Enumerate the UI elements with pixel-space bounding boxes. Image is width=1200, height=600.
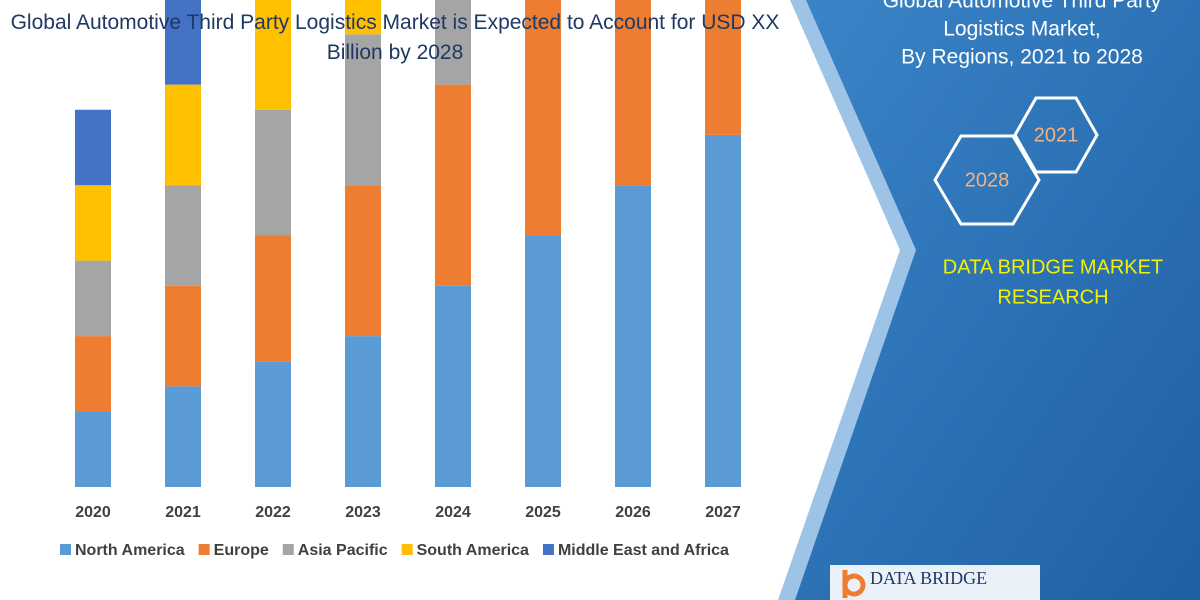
bar-segment xyxy=(165,185,201,286)
hexagon xyxy=(933,134,1041,226)
bar-segment xyxy=(165,285,201,387)
x-tick-label: 2023 xyxy=(345,504,381,521)
bar-segment xyxy=(345,336,381,487)
bar-segment xyxy=(75,185,111,261)
bar-segment xyxy=(165,84,201,186)
side-panel xyxy=(795,0,1200,600)
bar-segment xyxy=(255,361,291,487)
x-tick-label: 2021 xyxy=(165,504,201,521)
legend-label: Europe xyxy=(214,542,269,559)
bar-segment xyxy=(705,0,741,135)
bar-segment xyxy=(75,411,111,487)
x-tick-label: 2022 xyxy=(255,504,291,521)
bar-segment xyxy=(525,0,561,236)
bar-segment xyxy=(75,260,111,337)
brand-text: DATA BRIDGE MARKET xyxy=(943,256,1163,278)
legend-swatch xyxy=(401,544,413,555)
bar-segment xyxy=(615,185,651,487)
bar-segment xyxy=(255,235,291,362)
bar-segment xyxy=(255,109,291,236)
x-tick-label: 2025 xyxy=(525,504,561,521)
logo-text: DATA BRIDGE xyxy=(870,568,987,588)
bar-segment xyxy=(435,84,471,286)
legend-swatch xyxy=(542,544,554,555)
panel-title: By Regions, 2021 to 2028 xyxy=(901,46,1143,69)
bar-segment xyxy=(435,285,471,487)
x-tick-label: 2020 xyxy=(75,504,111,521)
brand-text: RESEARCH xyxy=(997,286,1108,308)
legend-swatch xyxy=(282,544,294,555)
bar-segment xyxy=(615,0,651,186)
chart-title: Global Automotive Third Party Logistics … xyxy=(10,11,780,64)
legend-swatch xyxy=(60,544,71,555)
bar-segment xyxy=(75,336,111,412)
bar-segment xyxy=(75,109,111,186)
hexagon xyxy=(1013,96,1099,174)
legend-label: Asia Pacific xyxy=(298,542,388,559)
bar-segment xyxy=(255,0,291,110)
legend-label: Middle East and Africa xyxy=(558,542,729,559)
x-tick-label: 2027 xyxy=(705,504,741,521)
legend-swatch xyxy=(198,544,210,555)
legend-label: North America xyxy=(75,542,185,559)
bar-segment xyxy=(345,34,381,186)
panel-title: Global Automotive Third Party xyxy=(883,0,1162,13)
bar-segment xyxy=(165,0,201,85)
bar-segment xyxy=(525,235,561,487)
bar-segment xyxy=(165,386,201,487)
hexagon-label: 2021 xyxy=(1034,124,1079,146)
logo-icon xyxy=(842,570,866,598)
x-tick-label: 2026 xyxy=(615,504,651,521)
panel-title: Logistics Market, xyxy=(943,18,1101,41)
bar-segment xyxy=(705,134,741,487)
bar-segment xyxy=(345,0,381,35)
legend-label: South America xyxy=(417,542,529,559)
x-tick-label: 2024 xyxy=(435,504,471,521)
hexagon-label: 2028 xyxy=(965,169,1010,191)
bar-segment xyxy=(345,185,381,337)
bar-segment xyxy=(435,0,471,85)
